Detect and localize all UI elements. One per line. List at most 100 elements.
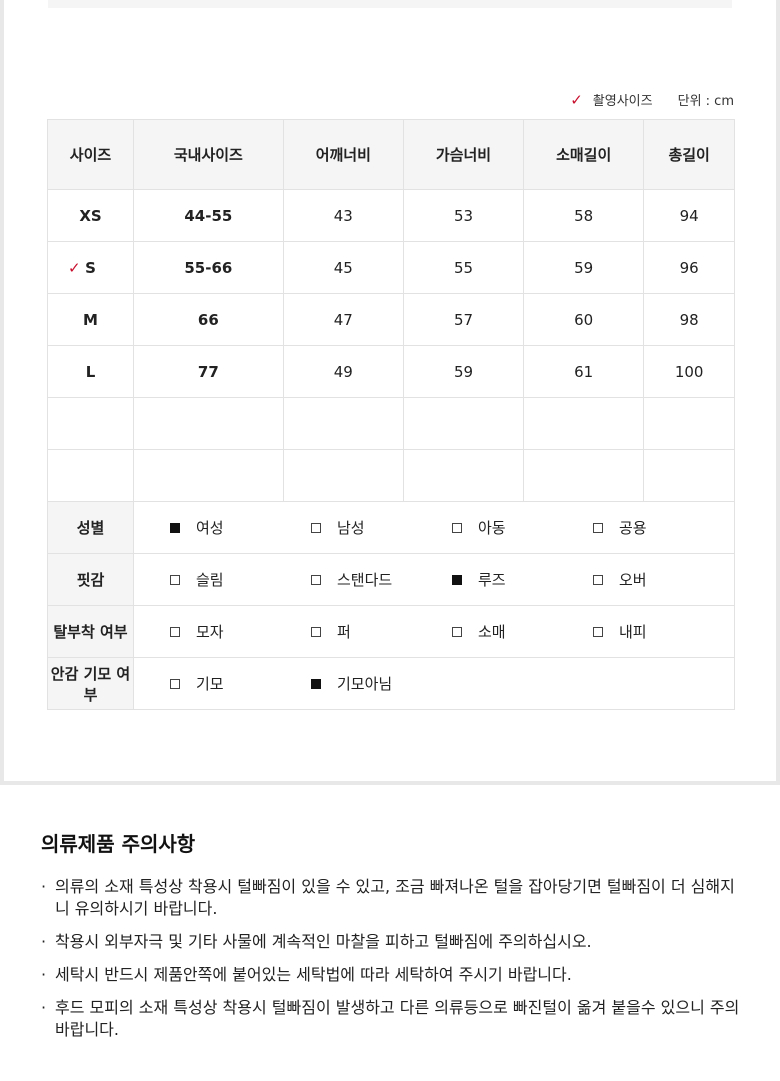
option-label: 남성	[337, 519, 365, 537]
measure-cell: 66	[133, 293, 284, 346]
unchecked-box-icon	[170, 678, 180, 689]
size-label: M	[83, 310, 98, 329]
note-item: 의류의 소재 특성상 착용시 털빠짐이 있을 수 있고, 조금 빠져나온 털을 …	[41, 876, 741, 920]
size-cell: L	[47, 345, 134, 398]
check-icon: ✓	[570, 90, 583, 109]
attribute-option: 루즈	[452, 569, 593, 590]
attribute-option: 공용	[593, 517, 734, 538]
note-item: 후드 모피의 소재 특성상 착용시 털빠짐이 발생하고 다른 의류등으로 빠진털…	[41, 997, 741, 1041]
option-label: 스탠다드	[337, 571, 393, 589]
option-label: 기모	[196, 675, 224, 693]
attribute-option: 기모	[170, 673, 311, 694]
measure-cell: 49	[282, 345, 404, 398]
column-header: 어깨너비	[282, 119, 404, 190]
unchecked-box-icon	[593, 626, 603, 637]
measure-cell: 57	[402, 293, 525, 346]
checked-box-icon	[170, 522, 180, 533]
measure-cell: 43	[282, 189, 404, 242]
size-label: XS	[79, 206, 102, 225]
size-label: S	[85, 258, 96, 277]
option-label: 공용	[619, 519, 647, 537]
measure-cell: 59	[402, 345, 525, 398]
attribute-option: 아동	[452, 517, 593, 538]
column-header: 사이즈	[47, 119, 134, 190]
checked-box-icon	[452, 574, 462, 585]
attribute-label: 성별	[47, 501, 134, 554]
attribute-label: 안감 기모 여부	[47, 657, 134, 710]
attribute-row: 핏감 슬림 스탠다드 루즈 오버	[47, 553, 735, 606]
note-item: 착용시 외부자극 및 기타 사물에 계속적인 마찰을 피하고 털빠짐에 주의하십…	[41, 931, 741, 953]
measure-cell: 55	[402, 241, 525, 294]
measure-cell: 77	[133, 345, 284, 398]
measure-cell: 60	[523, 293, 645, 346]
option-label: 아동	[478, 519, 506, 537]
attribute-row: 탈부착 여부 모자 퍼 소매 내피	[47, 605, 735, 658]
attribute-row: 성별 여성 남성 아동 공용	[47, 501, 735, 554]
option-label: 모자	[196, 623, 224, 641]
attribute-row: 안감 기모 여부 기모 기모아님	[47, 657, 735, 710]
unchecked-box-icon	[593, 522, 603, 533]
attribute-label: 핏감	[47, 553, 134, 606]
option-label: 소매	[478, 623, 506, 641]
measure-cell: 59	[523, 241, 645, 294]
unchecked-box-icon	[170, 574, 180, 585]
attribute-option: 스탠다드	[311, 569, 452, 590]
option-label: 여성	[196, 519, 224, 537]
top-divider	[48, 0, 732, 8]
option-label: 오버	[619, 571, 647, 589]
measure-cell: 61	[523, 345, 645, 398]
attribute-option: 남성	[311, 517, 452, 538]
shoot-size-label: 촬영사이즈	[592, 94, 653, 109]
option-label: 기모아님	[337, 675, 393, 693]
attribute-option: 소매	[452, 621, 593, 642]
size-section-frame	[0, 0, 780, 785]
column-header: 소매길이	[523, 119, 645, 190]
check-icon: ✓	[68, 258, 81, 277]
attribute-option: 모자	[170, 621, 311, 642]
attribute-option: 오버	[593, 569, 734, 590]
attribute-option: 여성	[170, 517, 311, 538]
size-cell: M	[47, 293, 134, 346]
table-header-row: 사이즈 국내사이즈 어깨너비 가슴너비 소매길이 총길이	[47, 119, 735, 190]
size-label: L	[85, 362, 96, 381]
unchecked-box-icon	[170, 626, 180, 637]
table-row: ✓ S 55-66 45 55 59 96	[47, 241, 735, 294]
unchecked-box-icon	[311, 574, 321, 585]
table-row: L 77 49 59 61 100	[47, 345, 735, 398]
attribute-option: 슬림	[170, 569, 311, 590]
measure-cell: 100	[643, 345, 735, 398]
attribute-option: 내피	[593, 621, 734, 642]
notes-title: 의류제품 주의사항	[41, 832, 196, 856]
empty-row	[47, 397, 735, 450]
table-row: XS 44-55 43 53 58 94	[47, 189, 735, 242]
measure-cell: 44-55	[133, 189, 284, 242]
option-label: 퍼	[337, 623, 351, 641]
unchecked-box-icon	[452, 626, 462, 637]
table-row: M 66 47 57 60 98	[47, 293, 735, 346]
measure-cell: 47	[282, 293, 404, 346]
size-table: 사이즈 국내사이즈 어깨너비 가슴너비 소매길이 총길이 XS 44-55 43 53 58 94 ✓ S…	[47, 119, 735, 710]
unchecked-box-icon	[311, 626, 321, 637]
size-legend: ✓ 촬영사이즈 단위 : cm	[570, 90, 734, 110]
note-item: 세탁시 반드시 제품안쪽에 붙어있는 세탁법에 따라 세탁하여 주시기 바랍니다…	[41, 964, 741, 986]
unchecked-box-icon	[593, 574, 603, 585]
option-label: 내피	[619, 623, 647, 641]
option-label: 슬림	[196, 571, 224, 589]
column-header: 가슴너비	[402, 119, 525, 190]
column-header: 국내사이즈	[133, 119, 284, 190]
unit-label: 단위 : cm	[677, 94, 734, 109]
measure-cell: 53	[402, 189, 525, 242]
unchecked-box-icon	[452, 522, 462, 533]
empty-row	[47, 449, 735, 502]
measure-cell: 45	[282, 241, 404, 294]
measure-cell: 94	[643, 189, 735, 242]
measure-cell: 96	[643, 241, 735, 294]
option-label: 루즈	[478, 571, 506, 589]
size-cell: ✓ S	[47, 241, 134, 294]
column-header: 총길이	[643, 119, 735, 190]
checked-box-icon	[311, 678, 321, 689]
attribute-label: 탈부착 여부	[47, 605, 134, 658]
measure-cell: 58	[523, 189, 645, 242]
size-cell: XS	[47, 189, 134, 242]
measure-cell: 55-66	[133, 241, 284, 294]
